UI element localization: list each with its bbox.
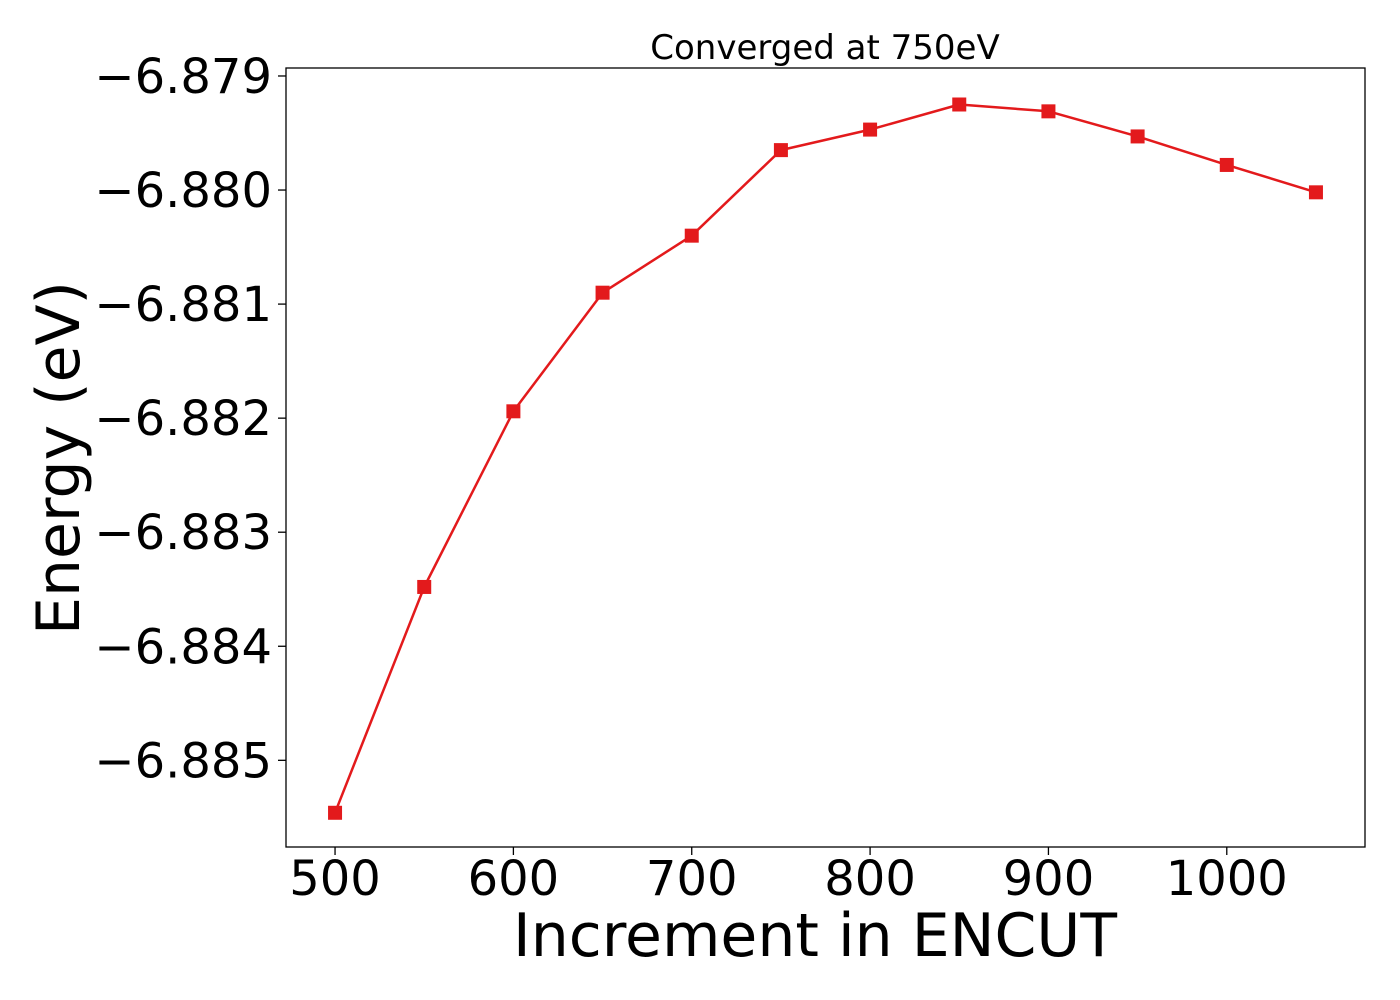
y-tick-label: −6.881 — [94, 277, 272, 333]
data-point-marker — [863, 122, 878, 137]
x-tick-label: 1000 — [1166, 851, 1288, 907]
x-axis-label: Increment in ENCUT — [513, 901, 1117, 971]
y-tick-label: −6.880 — [94, 163, 272, 219]
x-tick-label: 600 — [468, 851, 560, 907]
y-axis-ticks: −6.885 −6.884 −6.883 −6.882 −6.881 −6.880 −6.8… — [94, 49, 286, 789]
data-point-marker — [1041, 104, 1056, 119]
data-point-marker — [684, 228, 699, 243]
series-markers — [328, 97, 1323, 820]
chart-title: Converged at 750eV — [650, 28, 999, 68]
x-tick-label: 500 — [289, 851, 381, 907]
y-tick-label: −6.883 — [94, 505, 272, 561]
y-tick-label: −6.885 — [94, 733, 272, 789]
data-point-marker — [1308, 185, 1323, 200]
y-tick-label: −6.882 — [94, 391, 272, 447]
x-tick-label: 900 — [1003, 851, 1095, 907]
y-tick-label: −6.879 — [94, 49, 272, 105]
x-tick-label: 800 — [824, 851, 916, 907]
data-point-marker — [1219, 157, 1234, 172]
data-point-marker — [506, 404, 521, 419]
data-point-marker — [417, 579, 432, 594]
data-point-marker — [773, 143, 788, 158]
data-point-marker — [328, 805, 343, 820]
x-tick-label: 700 — [646, 851, 738, 907]
data-point-marker — [1130, 129, 1145, 144]
data-point-marker — [952, 97, 967, 112]
y-tick-label: −6.884 — [94, 619, 272, 675]
series-line — [333, 103, 1317, 814]
data-point-marker — [595, 285, 610, 300]
y-axis-label: Energy (eV) — [24, 281, 94, 635]
plot-area-frame — [285, 67, 1366, 848]
x-axis-ticks: 500 600 700 800 900 1000 — [289, 847, 1288, 907]
